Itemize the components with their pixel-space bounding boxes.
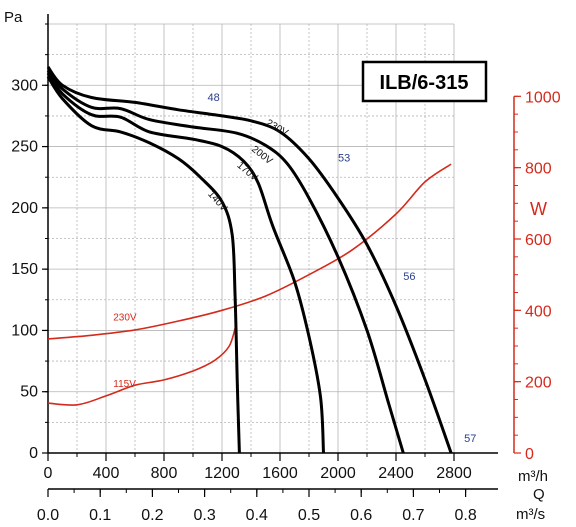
pressure-curve-140v	[46, 75, 241, 454]
pressure-curve-230v	[46, 65, 453, 454]
y-right-tick-label: 800	[525, 161, 552, 178]
power-curve-115v	[47, 322, 238, 406]
x-primary-tick-label: 2000	[320, 465, 356, 482]
chart-title: ILB/6-315	[380, 72, 469, 94]
y-left-tick-label: 100	[11, 322, 38, 339]
x-unit-primary: m³/h	[518, 468, 548, 485]
x-secondary-tick-label: 0.4	[246, 507, 268, 524]
y-right-unit: W	[530, 199, 547, 219]
noise-level-label: 53	[338, 152, 350, 164]
series-layer	[46, 65, 453, 454]
x-primary-tick-label: 2800	[436, 465, 472, 482]
y-right-tick-label: 1000	[525, 89, 561, 106]
x-secondary-tick-label: 0.0	[37, 507, 59, 524]
y-left-tick-label: 200	[11, 200, 38, 217]
x-secondary-tick-label: 0.3	[193, 507, 215, 524]
x-unit-secondary: m³/s	[516, 506, 545, 523]
y-left-tick-label: 50	[20, 384, 38, 401]
x-secondary-tick-label: 0.1	[89, 507, 111, 524]
x-secondary-tick-label: 0.7	[402, 507, 424, 524]
x-primary-tick-label: 1600	[262, 465, 298, 482]
x-primary-tick-label: 400	[93, 465, 120, 482]
x-primary-tick-label: 1200	[204, 465, 240, 482]
x-primary-tick-label: 0	[44, 465, 53, 482]
x-primary-tick-label: 800	[151, 465, 178, 482]
power-curve-label: 230V	[113, 312, 137, 323]
power-curve-230v	[47, 163, 452, 340]
power-curve-label: 115V	[113, 379, 136, 390]
y-right-tick-label: 600	[525, 232, 552, 249]
x-primary-tick-label: 2400	[378, 465, 414, 482]
x-secondary-tick-label: 0.5	[298, 507, 320, 524]
noise-level-label: 56	[403, 271, 415, 283]
y-left-unit: Pa	[4, 9, 23, 26]
y-right-tick-label: 200	[525, 375, 552, 392]
y-left-tick-label: 0	[29, 445, 38, 462]
y-left-tick-label: 150	[11, 261, 38, 278]
pressure-curve-170v	[46, 72, 325, 454]
y-left-tick-label: 300	[11, 77, 38, 94]
y-right-tick-label: 400	[525, 303, 552, 320]
noise-level-label: 48	[208, 92, 220, 104]
x-secondary-tick-label: 0.2	[141, 507, 163, 524]
noise-level-label: 57	[464, 433, 476, 445]
x-secondary-tick-label: 0.8	[454, 507, 476, 524]
y-left-tick-label: 250	[11, 139, 38, 156]
x-secondary-tick-label: 0.6	[350, 507, 372, 524]
y-right-tick-label: 0	[525, 446, 534, 463]
chart-title-box: ILB/6-315	[361, 60, 488, 103]
pressure-curve-200v	[46, 69, 405, 454]
x-axis-letter: Q	[533, 486, 545, 503]
